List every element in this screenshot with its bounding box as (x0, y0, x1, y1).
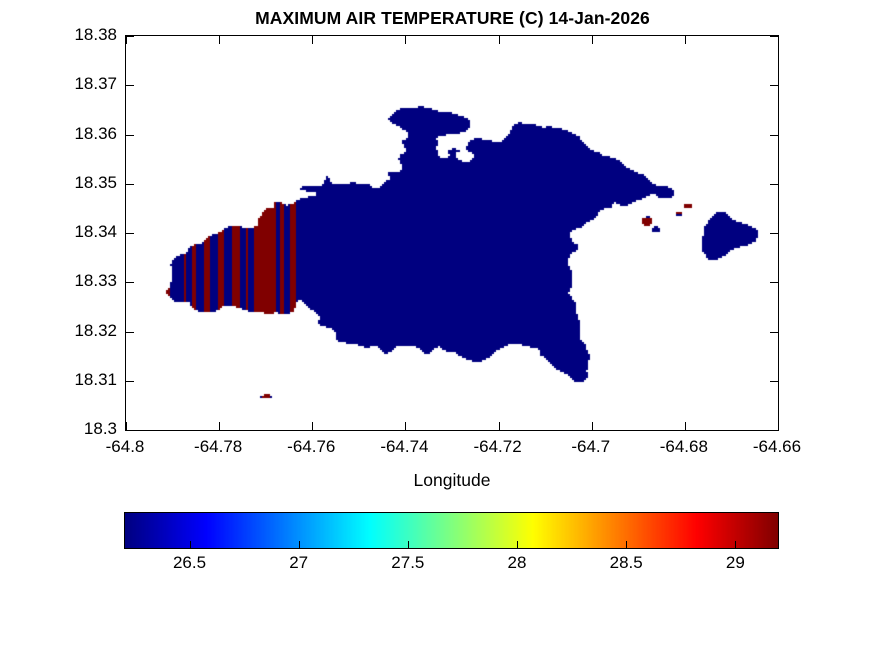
y-tick-label: 18.38 (74, 25, 117, 44)
x-tick-label: -64.76 (287, 437, 336, 456)
x-tick (591, 422, 593, 430)
y-tick (770, 380, 778, 382)
y-tick (770, 331, 778, 333)
y-tick (770, 134, 778, 136)
colorbar-tick-label: 29 (725, 553, 745, 572)
x-tick (591, 36, 593, 44)
y-tick-label: 18.37 (74, 74, 117, 94)
x-tick (778, 422, 779, 430)
y-tick (770, 36, 778, 37)
y-tick (770, 85, 778, 87)
colorbar[interactable] (124, 512, 779, 549)
y-tick (126, 36, 134, 37)
x-tick (405, 36, 407, 44)
colorbar-tick-label: 26.5 (172, 553, 207, 572)
x-tick-label: -64.66 (752, 437, 802, 456)
x-tick-label: -64.72 (473, 437, 522, 456)
y-tick (126, 282, 134, 284)
y-tick-label: 18.36 (74, 123, 117, 143)
y-tick-label: 18.33 (74, 271, 117, 291)
x-tick-label: -64.7 (571, 437, 611, 456)
y-tick (126, 134, 134, 136)
x-tick (126, 36, 127, 44)
y-tick-label: 18.3 (83, 419, 117, 438)
y-tick (770, 282, 778, 284)
x-tick (219, 36, 221, 44)
colorbar-tick-label: 27.5 (391, 553, 425, 572)
x-tick (312, 422, 314, 430)
colorbar-tick (735, 541, 737, 549)
y-tick-label: 18.32 (74, 320, 117, 340)
y-tick-label: 18.31 (74, 369, 117, 389)
colorbar-gradient (124, 512, 779, 549)
x-tick-label: -64.78 (194, 437, 243, 456)
y-tick (126, 380, 134, 382)
x-tick (405, 422, 407, 430)
y-tick (126, 85, 134, 87)
x-tick (778, 36, 779, 44)
temperature-raster (126, 36, 778, 430)
colorbar-tick-label: 28.5 (609, 553, 643, 572)
colorbar-tick (298, 541, 300, 549)
x-tick (498, 36, 500, 44)
y-tick (126, 183, 134, 185)
x-tick-label: -64.74 (380, 437, 429, 456)
y-tick (126, 233, 134, 234)
colorbar-tick-label: 27 (289, 553, 309, 572)
y-tick (126, 331, 134, 333)
y-tick-label: 18.35 (74, 172, 117, 192)
x-tick (126, 422, 127, 430)
colorbar-tick (189, 541, 191, 549)
y-tick (770, 430, 778, 431)
x-axis-title: Longitude (413, 470, 491, 490)
y-tick (126, 430, 134, 431)
colorbar-tick (517, 541, 518, 549)
x-tick-label: -64.68 (659, 437, 708, 456)
colorbar-tick (626, 541, 628, 549)
x-tick-label: -64.8 (105, 437, 145, 456)
x-tick (312, 36, 314, 44)
map-axes[interactable] (125, 35, 779, 431)
y-tick-label: 18.34 (74, 222, 117, 241)
y-tick (770, 233, 778, 234)
x-tick (684, 422, 686, 430)
x-tick (219, 422, 221, 430)
colorbar-tick-label: 28 (507, 553, 527, 572)
y-tick (770, 183, 778, 185)
x-tick (684, 36, 686, 44)
page-title: MAXIMUM AIR TEMPERATURE (C) 14-Jan-2026 (255, 8, 650, 28)
colorbar-tick (407, 541, 409, 549)
x-tick (498, 422, 500, 430)
